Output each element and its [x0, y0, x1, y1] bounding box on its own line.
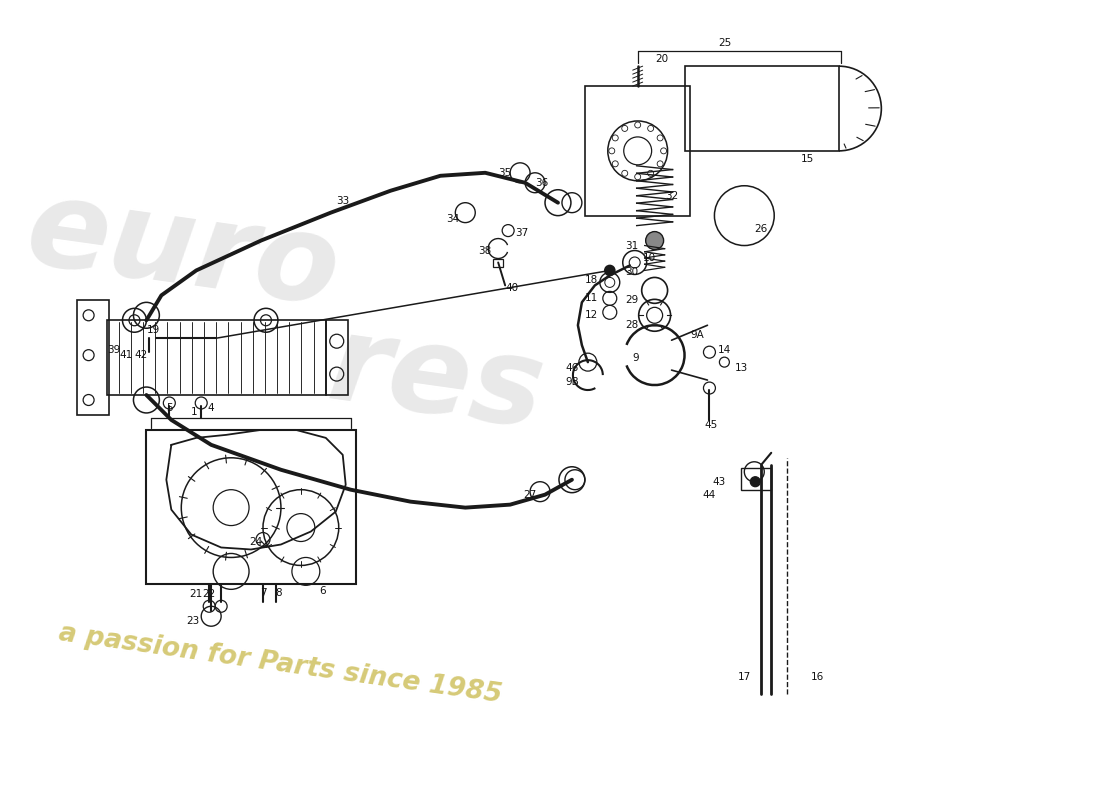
Text: 26: 26: [755, 223, 768, 234]
Text: 44: 44: [703, 490, 716, 500]
Text: 31: 31: [625, 241, 638, 250]
Text: 9A: 9A: [691, 330, 704, 340]
Circle shape: [605, 266, 615, 275]
Bar: [684, 66, 839, 151]
Text: 22: 22: [202, 590, 216, 599]
Text: 12: 12: [585, 310, 598, 320]
Text: a passion for Parts since 1985: a passion for Parts since 1985: [57, 620, 504, 708]
Bar: [107, 320, 326, 395]
Text: 5: 5: [166, 403, 173, 413]
Text: 27: 27: [524, 490, 537, 500]
Text: 29: 29: [625, 295, 638, 306]
Text: 46: 46: [565, 363, 579, 373]
Text: 35: 35: [498, 168, 512, 178]
Text: 9: 9: [632, 353, 639, 363]
Text: 23: 23: [187, 616, 200, 626]
Bar: [741, 468, 771, 490]
Text: 6: 6: [319, 586, 326, 596]
Text: 36: 36: [536, 178, 549, 188]
Text: 13: 13: [735, 363, 748, 373]
Text: 11: 11: [585, 294, 598, 303]
Bar: [77, 300, 109, 415]
Text: 1: 1: [191, 407, 198, 417]
Bar: [326, 320, 348, 395]
Text: res: res: [321, 307, 551, 453]
Text: 17: 17: [738, 672, 751, 682]
Text: 19: 19: [146, 326, 160, 335]
Text: 18: 18: [585, 275, 598, 286]
Text: 24: 24: [250, 537, 263, 546]
Text: 41: 41: [120, 350, 133, 360]
Circle shape: [750, 477, 760, 486]
Circle shape: [646, 231, 663, 250]
Text: 43: 43: [713, 477, 726, 486]
Text: 37: 37: [516, 227, 529, 238]
Text: euro: euro: [20, 170, 348, 330]
Bar: [493, 259, 503, 267]
Text: 4: 4: [208, 403, 214, 413]
Text: 45: 45: [705, 420, 718, 430]
Text: 8: 8: [276, 588, 283, 598]
Text: 10: 10: [644, 254, 657, 263]
Bar: [146, 430, 355, 584]
Text: 32: 32: [666, 190, 679, 201]
Text: 14: 14: [718, 345, 732, 355]
Text: 40: 40: [506, 283, 519, 294]
Text: 20: 20: [654, 54, 668, 64]
Text: 21: 21: [189, 590, 202, 599]
Text: 15: 15: [801, 154, 814, 164]
Bar: [585, 86, 690, 216]
Text: 39: 39: [107, 345, 120, 355]
Text: 25: 25: [718, 38, 732, 48]
Text: 34: 34: [446, 214, 459, 224]
Text: 16: 16: [811, 672, 824, 682]
Text: 30: 30: [625, 267, 638, 278]
Text: 42: 42: [135, 350, 149, 360]
Text: 9B: 9B: [565, 377, 579, 387]
Text: 7: 7: [260, 588, 266, 598]
Text: 28: 28: [625, 320, 638, 330]
Text: 33: 33: [337, 196, 350, 206]
Text: 38: 38: [478, 246, 492, 255]
